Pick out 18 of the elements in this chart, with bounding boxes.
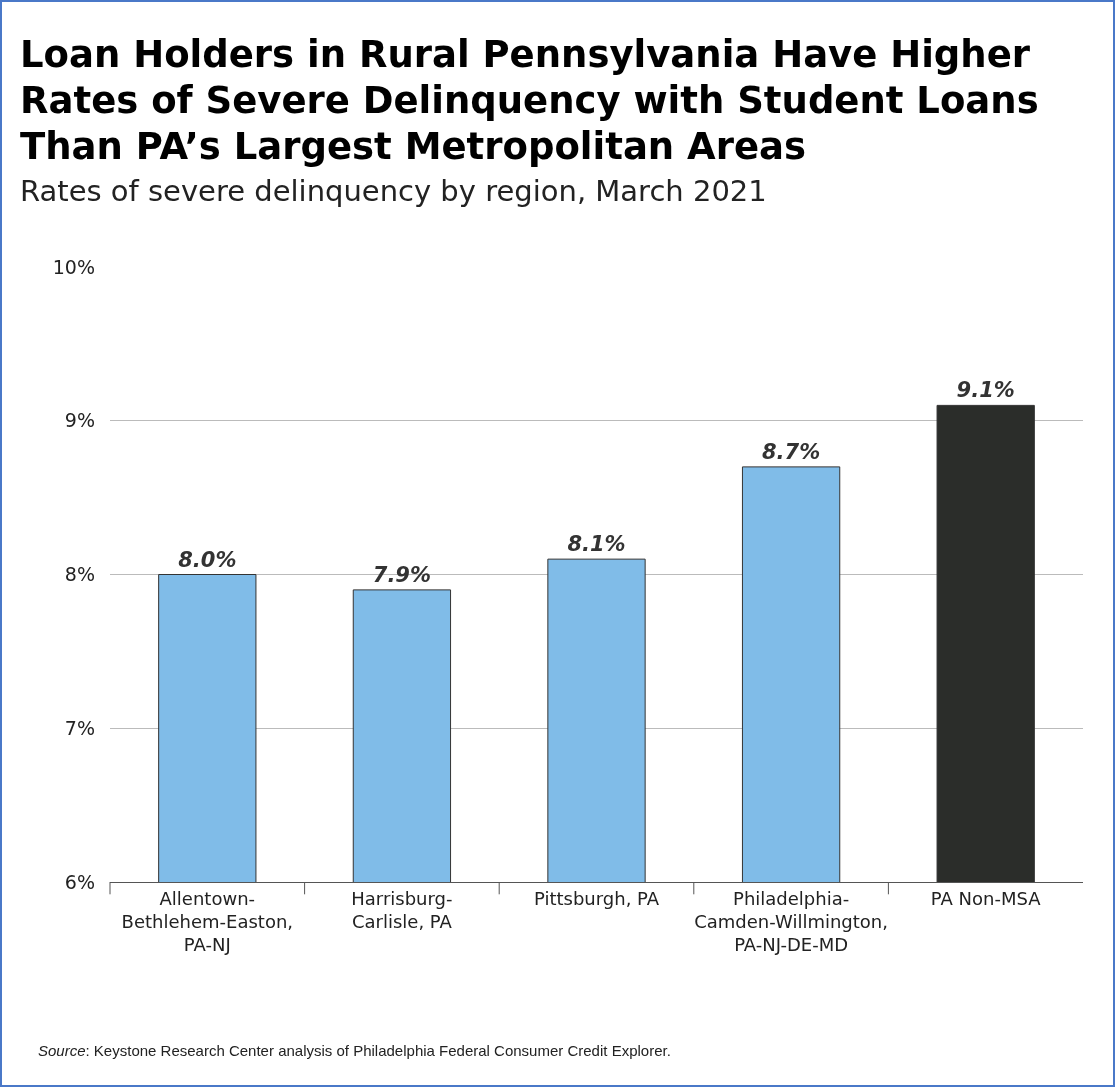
data-label: 9.1% <box>956 378 1015 403</box>
data-label: 8.0% <box>178 547 237 572</box>
y-tick-label: 7% <box>64 716 95 739</box>
y-tick-label: 10% <box>52 255 95 278</box>
y-tick-label: 9% <box>64 409 95 432</box>
chart-title: Loan Holders in Rural Pennsylvania Have Higher Rates of Severe Delinquency with Student Loans Than PA’s Largest Metropolitan Areas <box>20 32 1040 170</box>
source-note: Source: Keystone Research Center analysis of Philadelphia Federal Consumer Credit Explorer. <box>38 1042 671 1059</box>
chart-subtitle: Rates of severe delinquency by region, March 2021 <box>20 174 767 208</box>
y-tick-label: 8% <box>64 563 95 586</box>
x-tick-label: Philadelphia- Camden-Willmington, PA-NJ-DE-MD <box>694 887 888 956</box>
data-label: 8.1% <box>567 532 626 557</box>
x-tick-label: Allentown- Bethlehem-Easton, PA-NJ <box>121 887 294 956</box>
data-label: 7.9% <box>372 562 432 587</box>
x-tick-label: Harrisburg- Carlisle, PA <box>351 887 453 932</box>
x-tick-label: Pittsburgh, PA <box>533 887 660 909</box>
x-tick-label: PA Non-MSA <box>930 887 1042 909</box>
y-tick-label: 6% <box>64 870 95 893</box>
data-label: 8.7% <box>761 439 821 464</box>
